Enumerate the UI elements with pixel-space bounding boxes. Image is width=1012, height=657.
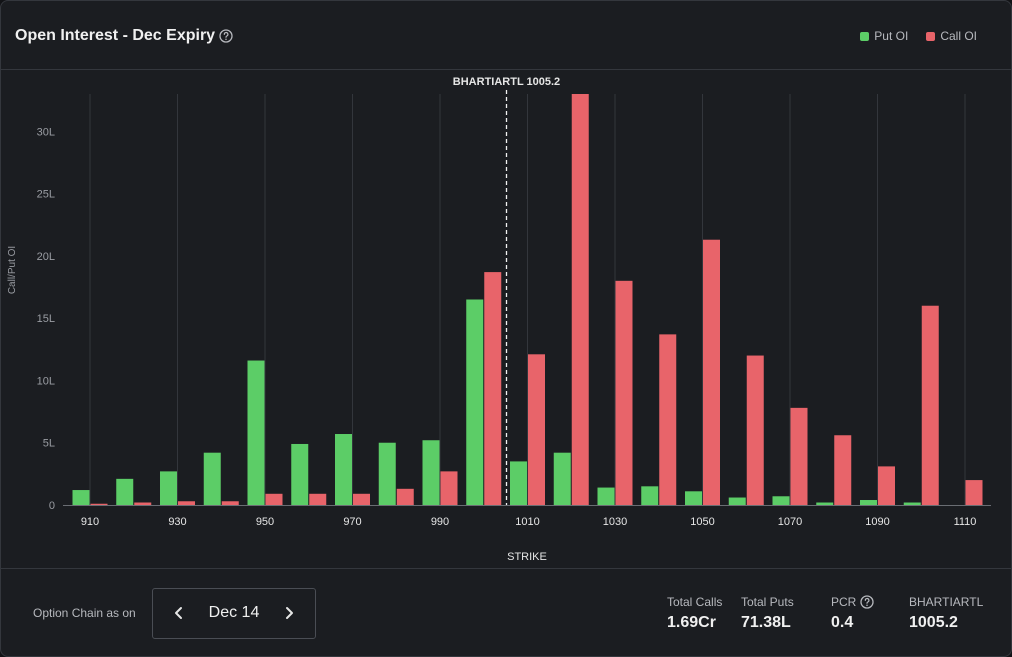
call-oi-bar bbox=[703, 239, 720, 505]
put-oi-bar bbox=[597, 487, 615, 505]
legend-label-call: Call OI bbox=[940, 29, 977, 43]
x-tick-label: 950 bbox=[256, 516, 274, 528]
put-oi-bar bbox=[641, 486, 659, 505]
legend-item-put[interactable]: Put OI bbox=[860, 29, 908, 43]
stat-label: PCR bbox=[831, 595, 857, 609]
call-oi-bar bbox=[353, 493, 370, 505]
put-oi-bar bbox=[816, 502, 834, 505]
call-oi-bar bbox=[528, 354, 545, 505]
y-tick-label: 15L bbox=[37, 313, 55, 325]
y-tick-label: 10L bbox=[37, 375, 55, 387]
y-tick-label: 25L bbox=[37, 189, 55, 201]
call-oi-bar bbox=[746, 355, 764, 505]
put-oi-bar bbox=[728, 497, 746, 505]
legend-item-call[interactable]: Call OI bbox=[926, 29, 977, 43]
put-oi-bar bbox=[510, 461, 527, 505]
put-oi-bar bbox=[160, 471, 177, 505]
call-oi-bar bbox=[790, 407, 808, 505]
call-oi-bar bbox=[221, 501, 239, 505]
put-oi-bar bbox=[553, 452, 571, 505]
stat-label: Total Calls bbox=[667, 595, 723, 609]
stat-value: 71.38L bbox=[741, 614, 791, 631]
put-oi-bar bbox=[203, 452, 221, 505]
call-oi-bar bbox=[178, 501, 195, 505]
x-axis-label: STRIKE bbox=[507, 551, 547, 563]
asof-label: Option Chain as on bbox=[33, 606, 136, 620]
x-tick-label: 1070 bbox=[778, 516, 802, 528]
put-oi-bar bbox=[466, 299, 484, 505]
legend-swatch-call bbox=[926, 31, 936, 41]
x-tick-label: 990 bbox=[431, 516, 449, 528]
stat-total-calls: Total Calls 1.69Cr bbox=[667, 595, 722, 632]
stat-spot-price: BHARTIARTL 1005.2 bbox=[909, 595, 983, 632]
selected-date: Dec 14 bbox=[208, 604, 260, 621]
call-oi-bar bbox=[965, 480, 983, 505]
y-tick-label: 0 bbox=[49, 500, 55, 512]
x-tick-label: 910 bbox=[81, 516, 99, 528]
call-oi-bar bbox=[878, 466, 895, 505]
chevron-right-icon[interactable] bbox=[277, 601, 301, 625]
y-tick-label: 20L bbox=[37, 251, 55, 263]
oi-bar-chart: 0 5L 10L 15L 20L 25L 30L Call/Put OI 910 930 950 97… bbox=[7, 76, 991, 563]
stat-value: 1005.2 bbox=[909, 614, 958, 631]
x-tick-label: 970 bbox=[343, 516, 361, 528]
spot-price-label: BHARTIARTL 1005.2 bbox=[453, 76, 560, 88]
call-oi-bar bbox=[834, 435, 852, 505]
call-oi-bar bbox=[659, 334, 677, 505]
y-tick-label: 30L bbox=[37, 126, 55, 138]
stat-pcr: PCR 0.4 bbox=[831, 595, 874, 632]
chart-legend: Put OI Call OI bbox=[860, 29, 977, 43]
legend-label-put: Put OI bbox=[874, 29, 909, 43]
panel-footer: Option Chain as on Dec 14 Total Calls 1.… bbox=[1, 568, 1011, 656]
call-oi-bar bbox=[615, 280, 633, 505]
panel-header: Open Interest - Dec Expiry Put OI Call O… bbox=[1, 1, 1011, 70]
call-oi-bar bbox=[396, 488, 414, 505]
put-oi-bar bbox=[247, 360, 265, 505]
call-oi-bar bbox=[134, 502, 152, 505]
stat-value: 1.69Cr bbox=[667, 614, 716, 631]
put-oi-bar bbox=[903, 502, 921, 505]
x-tick-label: 1010 bbox=[515, 516, 539, 528]
call-oi-bar bbox=[309, 493, 327, 505]
call-oi-bar bbox=[921, 305, 939, 505]
put-oi-bar bbox=[422, 440, 440, 505]
put-oi-bar bbox=[378, 442, 396, 505]
x-tick-label: 1030 bbox=[603, 516, 627, 528]
put-oi-bar bbox=[335, 434, 352, 505]
chart-title: Open Interest - Dec Expiry bbox=[15, 27, 216, 44]
put-oi-bar bbox=[116, 478, 134, 505]
stat-label: Total Puts bbox=[741, 595, 794, 609]
put-oi-bar bbox=[72, 490, 90, 505]
put-oi-bar bbox=[685, 491, 702, 505]
chevron-left-icon[interactable] bbox=[167, 601, 191, 625]
x-tick-label: 1110 bbox=[954, 516, 977, 528]
put-oi-bar bbox=[291, 443, 309, 505]
help-icon[interactable] bbox=[860, 595, 874, 609]
legend-swatch-put bbox=[860, 31, 870, 41]
y-tick-label: 5L bbox=[43, 438, 55, 450]
chart-area: 0 5L 10L 15L 20L 25L 30L Call/Put OI 910 930 950 97… bbox=[1, 70, 1011, 568]
put-oi-bar bbox=[860, 500, 877, 505]
stat-total-puts: Total Puts 71.38L bbox=[741, 595, 794, 632]
x-tick-label: 1050 bbox=[690, 516, 714, 528]
date-selector: Dec 14 bbox=[152, 588, 316, 639]
call-oi-bar bbox=[265, 493, 283, 505]
y-axis-label: Call/Put OI bbox=[7, 246, 18, 294]
call-oi-bar bbox=[90, 503, 108, 505]
x-tick-label: 930 bbox=[168, 516, 186, 528]
call-oi-bar bbox=[440, 471, 458, 505]
stat-value: 0.4 bbox=[831, 614, 854, 631]
call-oi-bar bbox=[484, 272, 502, 505]
x-tick-label: 1090 bbox=[865, 516, 889, 528]
put-oi-bar bbox=[772, 496, 790, 505]
stat-label: BHARTIARTL bbox=[909, 595, 984, 609]
call-oi-bar bbox=[571, 94, 589, 505]
help-icon[interactable] bbox=[219, 29, 233, 43]
